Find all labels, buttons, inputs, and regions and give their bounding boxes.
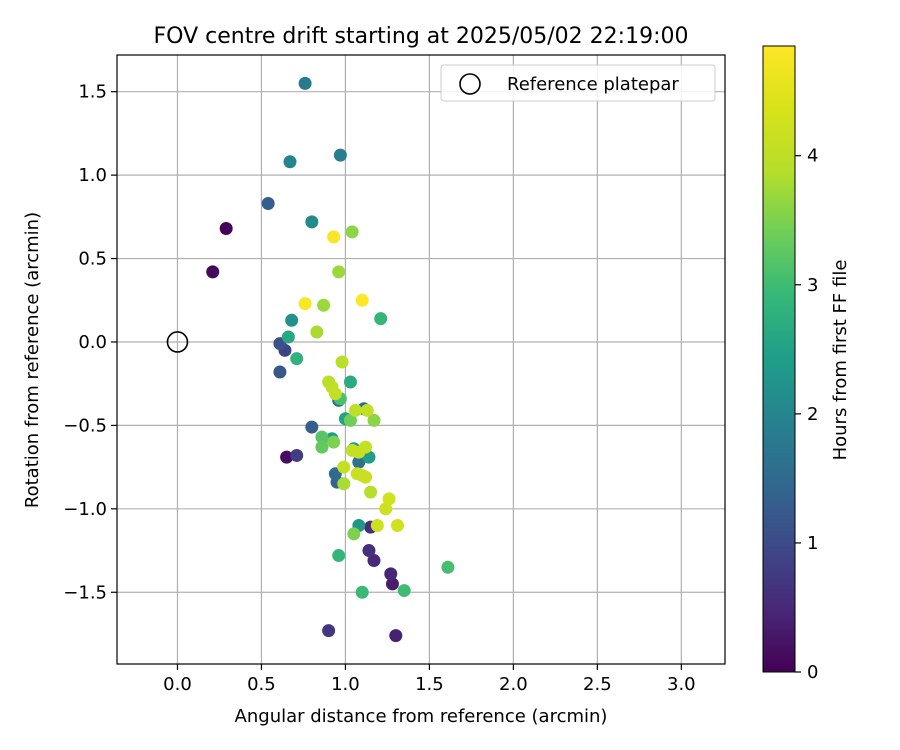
data-point — [298, 297, 312, 311]
chart-title: FOV centre drift starting at 2025/05/02 … — [154, 24, 689, 49]
data-point — [273, 365, 287, 379]
data-point — [359, 470, 373, 484]
data-point — [352, 445, 366, 459]
data-point — [379, 502, 393, 516]
data-point — [305, 420, 319, 434]
reference-platepar-marker — [166, 331, 189, 353]
colorbar-tick-label: 1 — [807, 533, 818, 554]
data-point — [367, 413, 381, 427]
data-point — [290, 448, 304, 462]
data-point — [345, 225, 359, 239]
colorbar-frame — [762, 45, 796, 673]
data-point — [327, 230, 341, 244]
data-point — [343, 413, 357, 427]
data-point — [285, 313, 299, 327]
data-point — [332, 265, 346, 279]
data-point — [261, 196, 275, 210]
legend: Reference platepar — [440, 64, 716, 102]
colorbar-ticks: 0 1 2 3 4 — [795, 146, 818, 683]
data-point — [317, 298, 331, 312]
legend-box — [440, 64, 716, 102]
data-point — [290, 352, 304, 366]
data-point — [333, 148, 347, 162]
data-point — [347, 527, 361, 541]
x-tick-label: 3.0 — [667, 674, 696, 695]
data-point — [219, 222, 233, 236]
data-point — [364, 485, 378, 499]
y-tick-label: 1.0 — [78, 165, 107, 186]
data-point — [328, 387, 342, 401]
x-axis-ticks: 0.0 0.5 1.0 1.5 2.0 2.5 3.0 — [163, 664, 696, 695]
colorbar-tick-label: 3 — [807, 275, 818, 296]
y-tick-label: 1.5 — [78, 82, 107, 103]
data-point — [370, 519, 384, 533]
data-point — [322, 624, 336, 638]
x-tick-label: 2.0 — [499, 674, 528, 695]
data-point — [352, 455, 366, 469]
x-tick-label: 1.5 — [415, 674, 444, 695]
data-point — [281, 330, 295, 344]
data-point — [315, 440, 329, 454]
data-point — [315, 430, 329, 444]
data-point — [355, 293, 369, 307]
data-point — [305, 215, 319, 229]
data-point — [384, 567, 398, 581]
y-tick-label: −1.5 — [63, 582, 107, 603]
data-point — [360, 403, 374, 417]
data-point — [310, 325, 324, 339]
data-point — [343, 375, 357, 389]
y-axis-label: Rotation from reference (arcmin) — [22, 212, 43, 508]
y-tick-label: 0.5 — [78, 249, 107, 270]
data-point — [367, 554, 381, 568]
x-tick-label: 0.5 — [247, 674, 276, 695]
data-point — [327, 435, 341, 449]
y-axis-ticks: 1.5 1.0 0.5 0.0 −0.5 −1.0 −1.5 — [63, 82, 117, 603]
plot-frame — [116, 54, 726, 665]
data-point — [441, 560, 455, 574]
data-point — [385, 577, 399, 591]
legend-marker — [459, 73, 481, 95]
data-point — [283, 155, 297, 169]
x-tick-label: 0.0 — [163, 674, 192, 695]
colorbar-label: Hours from first FF file — [830, 260, 851, 461]
data-point — [335, 355, 349, 369]
data-point — [348, 403, 362, 417]
data-point — [280, 450, 294, 464]
x-tick-label: 2.5 — [583, 674, 612, 695]
colorbar-gradient — [763, 46, 795, 672]
y-tick-label: −1.0 — [63, 499, 107, 520]
colorbar-tick-label: 0 — [807, 662, 818, 683]
colorbar-tick-label: 4 — [807, 146, 818, 167]
data-point — [390, 519, 404, 533]
data-point — [206, 265, 220, 279]
y-tick-label: 0.0 — [78, 332, 107, 353]
data-point — [362, 450, 376, 464]
x-axis-label: Angular distance from reference (arcmin) — [235, 706, 608, 727]
data-points — [206, 76, 455, 643]
data-point — [355, 585, 369, 599]
data-point — [389, 629, 403, 643]
data-point — [382, 492, 396, 506]
data-point — [298, 76, 312, 90]
data-point — [337, 460, 351, 474]
data-point — [337, 477, 351, 491]
data-point — [332, 549, 346, 563]
x-tick-label: 1.0 — [331, 674, 360, 695]
colorbar: 0 1 2 3 4 Hours from first FF file — [762, 45, 851, 683]
y-tick-label: −0.5 — [63, 415, 107, 436]
colorbar-tick-label: 2 — [807, 404, 818, 425]
data-point — [397, 584, 411, 598]
data-point — [374, 312, 388, 326]
grid-lines — [117, 55, 725, 664]
legend-label: Reference platepar — [507, 74, 679, 95]
data-point — [362, 544, 376, 558]
